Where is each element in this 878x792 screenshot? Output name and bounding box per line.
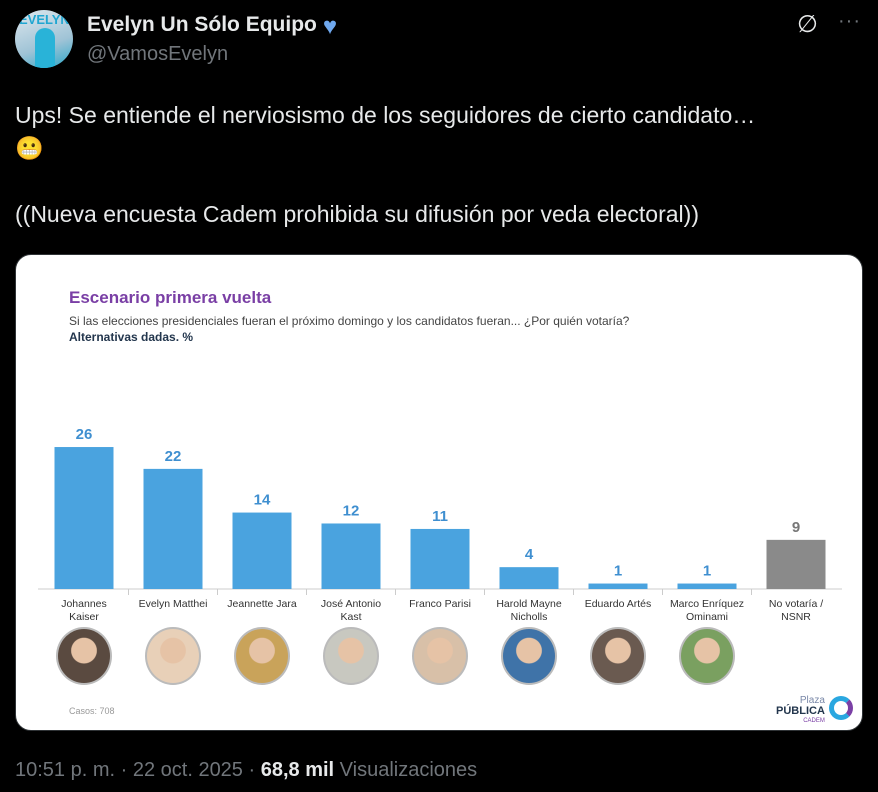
category-label: Eduardo Artés <box>585 598 652 610</box>
data-label: 11 <box>432 508 448 525</box>
bar <box>677 583 737 589</box>
data-label: 1 <box>703 563 711 580</box>
candidate-photo <box>234 627 290 685</box>
chart-image[interactable]: Escenario primera vuelta Si las eleccion… <box>15 254 863 731</box>
blue-heart-icon: ♥ <box>322 13 338 40</box>
category-label: Nicholls <box>511 611 548 623</box>
data-label: 14 <box>254 492 271 509</box>
category-label: Johannes <box>61 598 107 610</box>
bar <box>54 447 114 589</box>
category-label: No votaría / <box>769 598 823 610</box>
bar <box>232 512 292 589</box>
candidate-photo <box>679 627 735 685</box>
bar <box>410 528 470 589</box>
views-label: Visualizaciones <box>339 759 478 781</box>
candidate-photo <box>323 627 379 685</box>
handle[interactable]: @VamosEvelyn <box>87 43 229 65</box>
candidate-photo <box>501 627 557 685</box>
plaza-publica-logo: Plaza PÚBLICA CADEM <box>776 696 853 726</box>
data-label: 4 <box>525 546 534 563</box>
chart-subtitle: Si las elecciones presidenciales fueran … <box>69 314 630 328</box>
chart-note: Alternativas dadas. % <box>69 330 194 344</box>
bar <box>321 523 381 589</box>
data-label: 22 <box>165 448 182 465</box>
data-label: 9 <box>792 519 800 536</box>
chart-title: Escenario primera vuelta <box>69 288 272 307</box>
category-label: Marco Enríquez <box>670 598 744 610</box>
timestamp[interactable]: 10:51 p. m. <box>15 759 116 781</box>
tweet-text: Ups! Se entiende el nerviosismo de los s… <box>15 102 756 227</box>
candidate-photo <box>56 627 112 685</box>
casos: Casos: 708 <box>69 706 115 716</box>
avatar[interactable]: EVELYN <box>15 10 73 68</box>
bar <box>588 583 648 589</box>
candidate-photo <box>145 627 201 685</box>
category-label: Kast <box>340 611 361 623</box>
candidate-photo <box>412 627 468 685</box>
date[interactable]: 22 oct. 2025 <box>132 759 243 781</box>
bar <box>143 468 203 589</box>
data-label: 26 <box>76 426 93 443</box>
tweet-meta: 10:51 p. m. · 22 oct. 2025 · 68,8 mil Vi… <box>15 759 478 781</box>
category-label: Franco Parisi <box>409 598 471 610</box>
category-label: Ominami <box>686 611 728 623</box>
bar <box>499 567 559 589</box>
view-count: 68,8 mil <box>260 759 335 781</box>
category-label: NSNR <box>781 611 811 623</box>
bar <box>766 539 826 589</box>
data-label: 1 <box>614 563 622 580</box>
category-label: José Antonio <box>321 598 381 610</box>
category-label: Jeannette Jara <box>227 598 297 610</box>
category-label: Evelyn Matthei <box>139 598 208 610</box>
category-label: Kaiser <box>69 611 99 623</box>
category-label: Harold Mayne <box>496 598 562 610</box>
grok-icon[interactable]: ∅ <box>797 11 818 38</box>
more-icon[interactable]: ··· <box>838 10 861 32</box>
candidate-photo <box>590 627 646 685</box>
data-label: 12 <box>343 502 360 519</box>
display-name[interactable]: Evelyn Un Sólo Equipo ♥ <box>87 13 338 40</box>
